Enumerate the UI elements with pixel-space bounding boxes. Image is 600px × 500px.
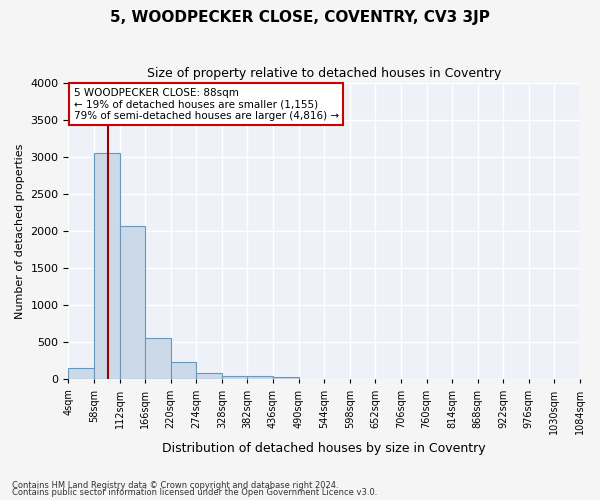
Bar bbox=[119, 226, 145, 380]
Bar bbox=[196, 374, 222, 380]
Text: 5 WOODPECKER CLOSE: 88sqm
← 19% of detached houses are smaller (1,155)
79% of se: 5 WOODPECKER CLOSE: 88sqm ← 19% of detac… bbox=[74, 88, 338, 120]
Bar bbox=[247, 376, 273, 380]
Bar bbox=[222, 376, 247, 380]
X-axis label: Distribution of detached houses by size in Coventry: Distribution of detached houses by size … bbox=[163, 442, 486, 455]
Bar bbox=[171, 362, 196, 380]
Text: 5, WOODPECKER CLOSE, COVENTRY, CV3 3JP: 5, WOODPECKER CLOSE, COVENTRY, CV3 3JP bbox=[110, 10, 490, 25]
Text: Contains HM Land Registry data © Crown copyright and database right 2024.: Contains HM Land Registry data © Crown c… bbox=[12, 480, 338, 490]
Bar bbox=[68, 368, 94, 380]
Title: Size of property relative to detached houses in Coventry: Size of property relative to detached ho… bbox=[147, 68, 502, 80]
Text: Contains public sector information licensed under the Open Government Licence v3: Contains public sector information licen… bbox=[12, 488, 377, 497]
Bar bbox=[94, 154, 119, 380]
Y-axis label: Number of detached properties: Number of detached properties bbox=[15, 144, 25, 319]
Bar bbox=[273, 377, 299, 380]
Bar bbox=[145, 338, 171, 380]
